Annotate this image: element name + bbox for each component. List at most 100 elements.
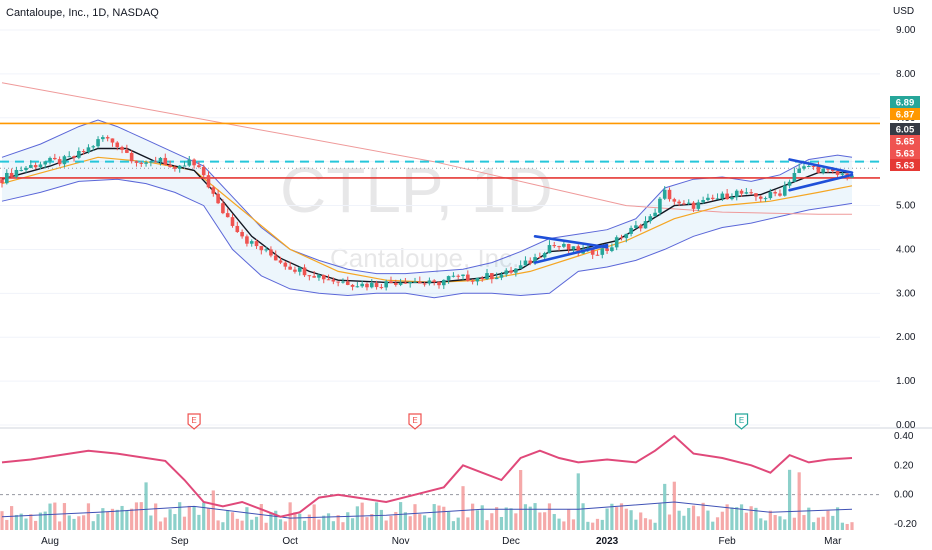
candle-body [129,152,134,162]
oscillator [1,434,853,519]
volume-bar [154,503,158,530]
volume-bar [471,503,475,530]
volume-bar [442,506,446,530]
candle-body [345,281,350,285]
watermark-company: Cantaloupe, Inc. [330,243,519,273]
volume-bar [149,515,153,530]
volume-bar [528,506,532,530]
volume-bar [374,502,379,530]
volume-bar [19,513,23,530]
price-tag-bg [890,123,920,135]
candle-body [336,281,340,283]
candle-body [466,274,470,281]
candle-body [101,137,105,140]
bollinger-upper [1,119,853,275]
volume-bar [581,503,585,530]
volume-bar [677,510,681,530]
volume-bar [552,514,556,530]
volume-bar [701,502,705,530]
volume-bar [687,508,691,530]
price-tick-label: 1.00 [896,376,916,387]
time-axis[interactable]: Aug Sep Oct Nov Dec 2023 Feb Mar [41,536,842,547]
candle-body [797,168,801,174]
candle-body [326,279,331,281]
candle-body [182,165,187,167]
volume-bar [432,504,436,530]
candle-body [321,275,326,280]
volume-bar [615,507,619,530]
lower-axis: 0.40 0.20 0.00 -0.20 [894,431,917,530]
volume-bar [67,515,71,530]
candle-body [341,281,345,283]
volume-bar [168,509,172,530]
candle-body [739,190,744,194]
volume-bar [787,469,792,530]
candle-body [634,225,638,228]
price-tag: 6.87 [890,108,920,121]
candle-body [547,245,552,254]
candle-body [350,284,355,287]
volume-bar [403,512,407,530]
volume-bar [0,511,4,530]
volume-bar [706,510,710,530]
candle-body [144,162,148,164]
volume-bar [206,508,211,530]
price-tag-bg [890,108,920,120]
oscillator-a-line [1,434,853,518]
volume-bar [571,519,576,530]
volume-bar [821,516,825,530]
volume-bar [802,515,806,530]
volume-bar [350,518,355,530]
candle-body [480,278,485,280]
x-tick-label: Mar [824,536,842,547]
volume-bar [43,511,47,530]
volume-bar [86,503,91,530]
volume-bar [648,519,652,530]
candle-body [715,198,720,200]
candle-body [470,280,475,282]
volume-bar [682,515,686,530]
volume-bar [624,508,628,530]
volume-bar [288,502,292,530]
volume-bar [413,504,417,530]
candle-body [38,164,43,168]
candle-body [826,168,830,170]
flag-2-top [788,158,854,174]
volume-bar [230,512,235,530]
volume-bar [739,504,744,530]
earnings-label: E [739,416,744,425]
volume-bar [456,517,460,530]
candle-body [153,161,158,163]
candle-body [365,283,369,288]
candle-body [81,150,86,152]
candle-body [706,197,710,200]
candle-body [360,283,364,287]
volume-bar [773,514,777,530]
candle-body [542,253,547,258]
volume-bar [192,506,196,530]
candle-body [475,278,480,282]
volume-bar [298,513,302,530]
volume-bar [610,503,614,530]
candle-body [379,287,384,289]
volume-bar [691,505,696,530]
volume-bar [365,517,369,530]
volume-bar [696,516,700,530]
volume-bar [91,521,95,530]
candle-body [451,275,456,277]
candle-body [571,246,576,250]
x-tick-label: 2023 [596,536,619,547]
candle-body [686,202,691,204]
candle-body [528,260,533,264]
volume-bar [182,516,187,530]
volume-bar [389,515,393,530]
volume-bar [197,514,201,530]
candle-body [437,282,441,286]
volume-bar [211,490,215,530]
volume-bar [408,516,412,530]
candle-body [782,185,787,196]
volume-bar [317,519,321,530]
volume-bar [302,520,307,530]
candle-body [730,197,734,200]
